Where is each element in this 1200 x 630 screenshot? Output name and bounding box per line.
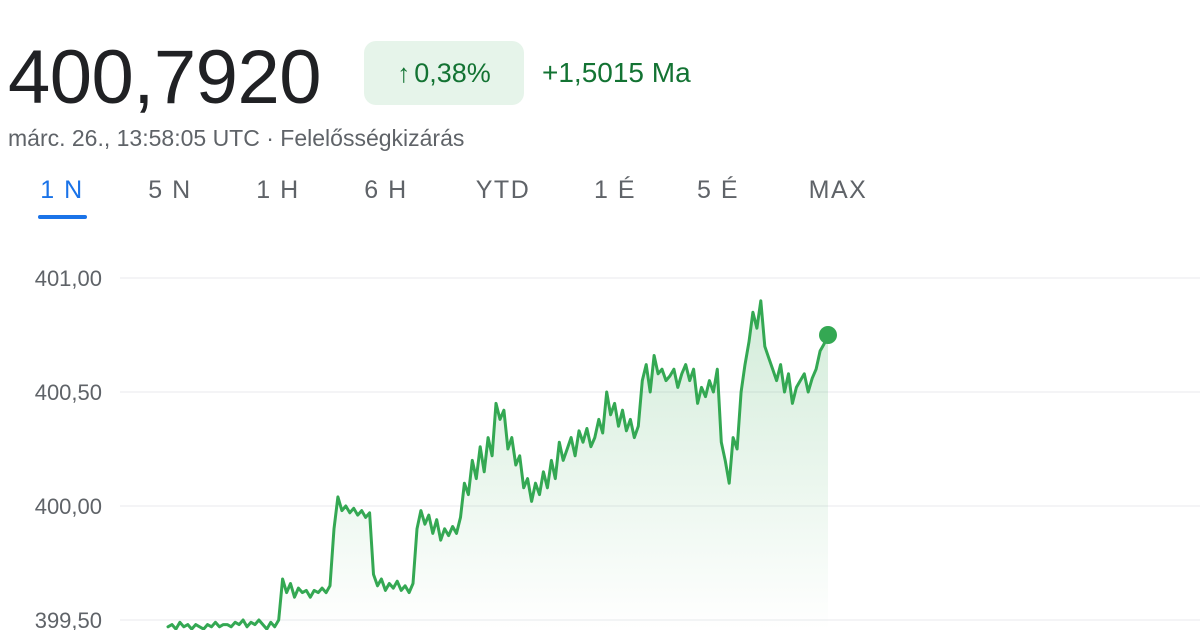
separator-dot: ·	[266, 125, 274, 151]
active-tab-indicator	[38, 215, 87, 219]
change-absolute-value: +1,5015 Ma	[542, 57, 691, 88]
quote-subline: márc. 26., 13:58:05 UTC · Felelősségkizá…	[8, 125, 464, 152]
price-chart[interactable]: 401,00 400,50 400,00 399,50	[0, 240, 1200, 630]
tab-1n[interactable]: 1 N	[40, 176, 84, 204]
tab-1e[interactable]: 1 É	[593, 176, 637, 204]
arrow-up-icon: ↑	[397, 57, 411, 88]
current-price: 400,7920	[8, 35, 322, 120]
y-tick-label: 399,50	[35, 608, 102, 630]
tab-ytd[interactable]: YTD	[475, 176, 531, 204]
last-price-point	[819, 326, 837, 344]
y-tick-label: 401,00	[35, 266, 102, 291]
y-tick-label: 400,00	[35, 494, 102, 519]
quote-timestamp: márc. 26., 13:58:05 UTC	[8, 125, 260, 151]
tab-max[interactable]: MAX	[808, 176, 868, 204]
price-line	[166, 299, 830, 630]
change-percent-value: 0,38%	[414, 57, 491, 88]
tab-5e[interactable]: 5 É	[696, 176, 740, 204]
tab-5n[interactable]: 5 N	[148, 176, 192, 204]
disclaimer-link[interactable]: Felelősségkizárás	[280, 125, 465, 151]
y-tick-label: 400,50	[35, 380, 102, 405]
tab-6h[interactable]: 6 H	[364, 176, 408, 204]
range-tabs: 1 N 5 N 1 H 6 H YTD 1 É 5 É MAX	[0, 176, 1200, 226]
tab-1h[interactable]: 1 H	[256, 176, 300, 204]
price-area	[168, 300, 828, 630]
change-percent-badge: ↑ 0,38%	[364, 41, 524, 105]
